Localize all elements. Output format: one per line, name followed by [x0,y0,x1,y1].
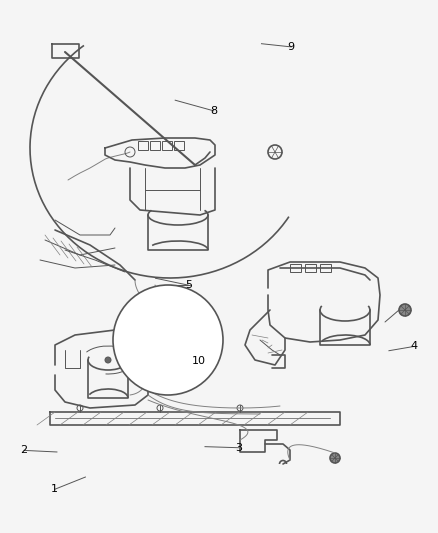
Bar [290,264,301,272]
Bar [162,141,172,150]
Text: 5: 5 [185,280,192,290]
Text: 9: 9 [288,42,295,52]
Text: 8: 8 [210,106,217,116]
Circle shape [399,304,411,316]
Text: 3: 3 [235,443,242,453]
Circle shape [330,453,340,463]
Text: 10: 10 [192,357,206,366]
Bar [138,141,148,150]
Bar [174,141,184,150]
Bar [320,264,331,272]
Text: 1: 1 [51,484,58,494]
Circle shape [113,285,223,395]
Circle shape [105,357,111,363]
Bar [305,264,316,272]
Text: 2: 2 [21,446,28,455]
Bar [150,141,160,150]
Text: 4: 4 [410,342,417,351]
